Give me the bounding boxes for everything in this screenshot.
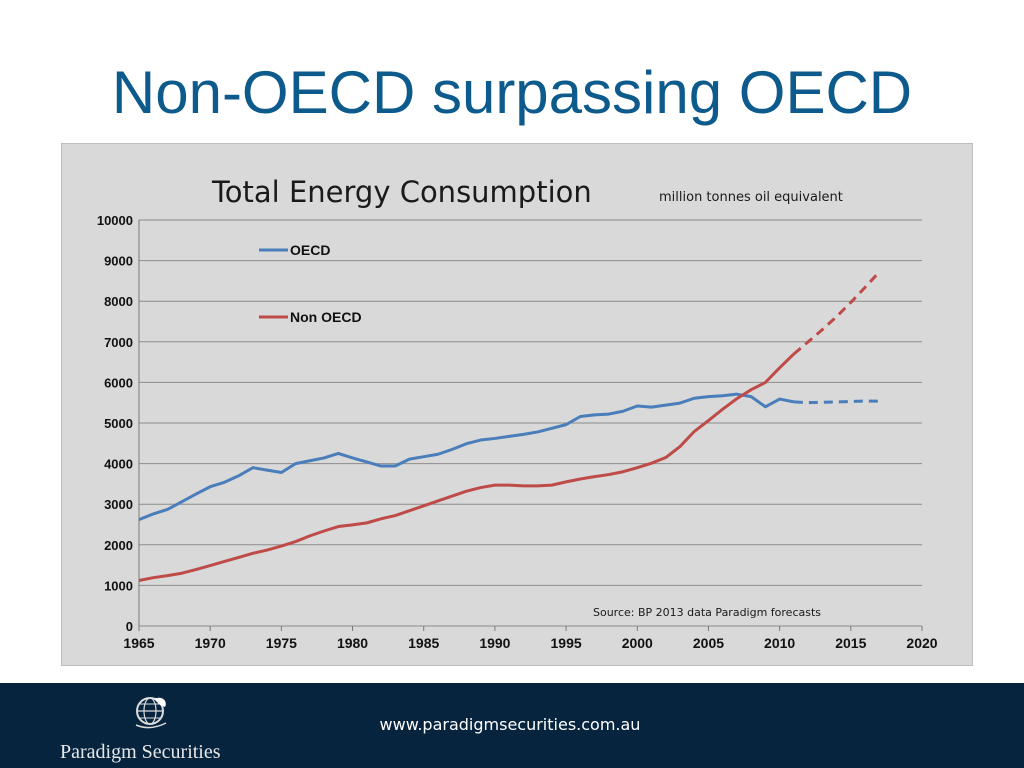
legend-label: Non OECD — [290, 309, 362, 325]
x-tick-label: 1970 — [195, 635, 226, 651]
y-tick-label: 0 — [126, 619, 133, 634]
series-lines — [138, 270, 881, 582]
y-tick-label: 1000 — [104, 578, 133, 593]
gridlines — [139, 219, 922, 627]
slide-title: Non-OECD surpassing OECD — [111, 59, 913, 126]
x-tick-label: 2020 — [906, 635, 937, 651]
energy-line-chart: Total Energy Consumption million tonnes … — [97, 175, 938, 651]
y-tick-label: 8000 — [104, 294, 133, 309]
website-link[interactable]: www.paradigmsecurities.com.au — [379, 715, 641, 734]
y-tick-label: 5000 — [104, 416, 133, 431]
oecd-forecast-line — [793, 399, 880, 405]
oecd-series-line — [138, 392, 795, 522]
x-tick-label: 1965 — [123, 635, 154, 651]
chart-panel: Total Energy Consumption million tonnes … — [61, 143, 973, 666]
globe-icon — [135, 697, 167, 729]
x-tick-label: 2015 — [835, 635, 866, 651]
footer-bar: Paradigm Securities www.paradigmsecuriti… — [0, 683, 1024, 768]
y-tick-label: 10000 — [97, 213, 133, 228]
legend-label: OECD — [290, 242, 330, 258]
x-tick-label: 1995 — [551, 635, 582, 651]
company-logo: Paradigm Securities — [50, 695, 250, 765]
x-tick-label: 1990 — [479, 635, 510, 651]
x-tick-label: 1985 — [408, 635, 439, 651]
non-oecd-forecast-line — [792, 270, 881, 356]
x-tick-label: 1980 — [337, 635, 368, 651]
axes: 0 1000 2000 3000 4000 5000 6000 7000 8000 9000 100… — [97, 213, 938, 651]
y-tick-label: 3000 — [104, 497, 133, 512]
y-tick-label: 6000 — [104, 375, 133, 390]
logo-text: Paradigm Securities — [60, 741, 221, 763]
y-tick-label: 7000 — [104, 335, 133, 350]
y-tick-label: 9000 — [104, 254, 133, 269]
x-tick-label: 2000 — [622, 635, 653, 651]
x-tick-label: 2010 — [764, 635, 795, 651]
chart-title: Total Energy Consumption — [211, 175, 592, 209]
chart-source-note: Source: BP 2013 data Paradigm forecasts — [593, 606, 821, 619]
non-oecd-series-line — [138, 352, 795, 582]
y-tick-label: 4000 — [104, 457, 133, 472]
x-tick-label: 2005 — [693, 635, 724, 651]
legend: OECD Non OECD — [259, 242, 362, 325]
chart-subtitle: million tonnes oil equivalent — [659, 190, 843, 205]
x-tick-label: 1975 — [266, 635, 297, 651]
y-tick-label: 2000 — [104, 538, 133, 553]
